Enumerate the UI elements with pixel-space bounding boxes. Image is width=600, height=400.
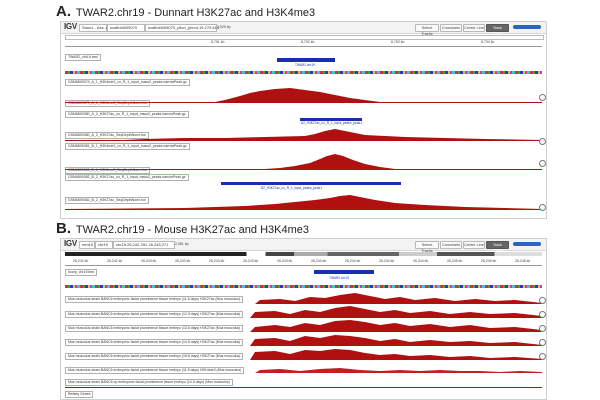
- track-label[interactable]: Mus musculus strain BANC6 embryonic faci…: [65, 296, 244, 303]
- igv-toolbar-a: IGV Sdun1 - Ass..ost scaffold009070 scaf…: [61, 22, 546, 36]
- peak-label: A2_H3K27ac_co_R_1_input_peaks_peak1: [301, 121, 362, 125]
- locus-size: 2,981 bp: [175, 242, 189, 246]
- ruler-label: 8,794 kb: [481, 40, 495, 44]
- ruler-label: 8,791 kb: [211, 40, 225, 44]
- ruler-label: 26,244 kb: [413, 259, 429, 263]
- track-label[interactable]: bcorp_chr19.bed: [65, 269, 98, 276]
- panel-b-title: B. TWAR2.chr19 - Mouse H3K27ac and H3K4m…: [56, 220, 309, 237]
- track-label[interactable]: Mus musculus strain BANC6 embryonic faci…: [65, 339, 244, 346]
- igv-toolbar-b: IGV mm10 chr19 chr19:26,242,291-26,245,2…: [61, 239, 546, 253]
- ruler-label: 26,243 kb: [175, 259, 191, 263]
- coverage-track: [65, 153, 542, 170]
- zoom-slider[interactable]: [513, 25, 541, 29]
- ruler-label: 26,243 kb: [277, 259, 293, 263]
- track-label[interactable]: GSM6809382_B_2_H3K27ac_SeqDepthNorm.bw: [65, 197, 149, 204]
- track-labels-button[interactable]: Track Labels: [486, 24, 509, 36]
- ruler-label: 26,242 kb: [107, 259, 123, 263]
- locus-size: 2,929 bp: [217, 25, 231, 29]
- track-label[interactable]: GSM6809380_A_2_H3K27ac_co_R_1_input_macs…: [65, 111, 189, 118]
- ideogram[interactable]: [65, 35, 544, 40]
- track-labels-button[interactable]: Track Labels: [486, 241, 509, 253]
- gear-icon[interactable]: [539, 297, 546, 304]
- ruler-label: 8,793 kb: [391, 40, 405, 44]
- empty-track: [65, 387, 542, 388]
- track-label[interactable]: GSM6809380_A_2_H3K27ac_SeqDepthNorm.bw: [65, 132, 149, 139]
- ruler-label: 26,245 kb: [447, 259, 463, 263]
- track-label[interactable]: GSM6809379_A_1_H3K4me3_co_R_1_input_macs…: [65, 79, 190, 86]
- coverage-track: [65, 319, 542, 333]
- center-line-button[interactable]: Center Line: [463, 241, 485, 249]
- track-label[interactable]: GSM6809381_B_1_H3K4me3_co_R_1_input_macs…: [65, 143, 190, 150]
- gear-icon[interactable]: [539, 339, 546, 346]
- coverage-track: [65, 333, 542, 347]
- coverage-track: [65, 127, 542, 141]
- track-label[interactable]: GSM6809382_B_2_H3K27ac_co_R_1_input_macs…: [65, 174, 189, 181]
- select-tracks-button[interactable]: Select Tracks: [415, 24, 439, 36]
- igv-logo: IGV: [64, 239, 77, 248]
- gene-label: TWAR2.chr19: [329, 276, 349, 280]
- ruler-label: 26,243 kb: [243, 259, 259, 263]
- peak-feature[interactable]: [300, 118, 362, 121]
- gear-icon[interactable]: [539, 138, 546, 145]
- track-label[interactable]: Mus musculus strain BANC6 embryonic faci…: [65, 325, 244, 332]
- panel-a-letter: A.: [56, 3, 71, 20]
- coverage-track: [65, 87, 542, 103]
- crosshairs-button[interactable]: Crosshairs: [440, 241, 462, 249]
- gear-icon[interactable]: [539, 311, 546, 318]
- ruler-label: 26,244 kb: [345, 259, 361, 263]
- chromosome-select[interactable]: scaffold009070: [107, 24, 145, 32]
- locus-search-input[interactable]: chr19:26,242,291-26,245,271: [113, 241, 175, 249]
- track-label[interactable]: Mus musculus strain BANC6 up embryonic f…: [65, 379, 233, 386]
- genome-select[interactable]: mm10: [79, 241, 95, 249]
- track-label[interactable]: Mus musculus strain BANC6 embryonic faci…: [65, 311, 244, 318]
- ruler-label: 26,243 kb: [209, 259, 225, 263]
- coverage-track: [65, 192, 542, 210]
- chromosome-ideogram[interactable]: [65, 252, 542, 256]
- ruler-label: 26,242 kb: [73, 259, 89, 263]
- chromosome-select[interactable]: chr19: [95, 241, 113, 249]
- gear-icon[interactable]: [539, 353, 546, 360]
- sequence-track: [65, 71, 542, 74]
- coverage-track: [65, 363, 542, 374]
- panel-a-title-text: TWAR2.chr19 - Dunnart H3K27ac and H3K4me…: [75, 7, 316, 19]
- ruler-label: 26,244 kb: [311, 259, 327, 263]
- center-line-button[interactable]: Center Line: [463, 24, 485, 32]
- coverage-track: [65, 291, 542, 305]
- gear-icon[interactable]: [539, 325, 546, 332]
- ruler-label: 26,243 kb: [141, 259, 157, 263]
- genome-select[interactable]: Sdun1 - Ass..ost: [79, 24, 111, 32]
- gene-feature[interactable]: [277, 58, 335, 62]
- zoom-slider[interactable]: [513, 242, 541, 246]
- track-label[interactable]: Mus musculus strain BANC6 embryonic faci…: [65, 367, 245, 374]
- ruler-label: 8,792 kb: [301, 40, 315, 44]
- gene-label: TWAR2.chr19: [295, 63, 315, 67]
- select-tracks-button[interactable]: Select Tracks: [415, 241, 439, 253]
- peak-feature[interactable]: [221, 182, 401, 185]
- coverage-track: [65, 305, 542, 319]
- coverage-track: [65, 347, 542, 361]
- track-label[interactable]: TWAR2_chr19.bed: [65, 54, 101, 61]
- refseq-track-label[interactable]: Refseq Genes: [65, 391, 94, 398]
- gear-icon[interactable]: [539, 94, 546, 101]
- igv-panel-b: IGV mm10 chr19 chr19:26,242,291-26,245,2…: [60, 238, 547, 400]
- igv-logo: IGV: [64, 22, 77, 31]
- panel-b-letter: B.: [56, 220, 71, 237]
- peak-label: B2_H3K27ac_co_R_1_input_peaks_peak1: [261, 186, 322, 190]
- ruler-label: 26,245 kb: [481, 259, 497, 263]
- crosshairs-button[interactable]: Crosshairs: [440, 24, 462, 32]
- panel-a-title: A. TWAR2.chr19 - Dunnart H3K27ac and H3K…: [56, 3, 315, 20]
- gear-icon[interactable]: [539, 204, 546, 211]
- igv-panel-a: IGV Sdun1 - Ass..ost scaffold009070 scaf…: [60, 21, 547, 219]
- ruler-label: 26,245 kb: [515, 259, 531, 263]
- gear-icon[interactable]: [539, 160, 546, 167]
- sequence-track: [65, 285, 542, 288]
- panel-b-title-text: TWAR2.chr19 - Mouse H3K27ac and H3K4me3: [75, 224, 310, 236]
- locus-search-input[interactable]: scaffold009070_pilon_phm4:19,279,414: [145, 24, 219, 32]
- gene-feature[interactable]: [314, 270, 374, 274]
- track-label[interactable]: GSM6809381_B_1_H3K4me3_SeqDepthNorm.bw: [65, 167, 150, 174]
- track-label[interactable]: Mus musculus strain BANC6 embryonic faci…: [65, 353, 244, 360]
- track-label[interactable]: GSM6809379_A_1_H3K4me3_SeqDepthNorm.bw: [65, 100, 150, 107]
- ruler-label: 26,244 kb: [379, 259, 395, 263]
